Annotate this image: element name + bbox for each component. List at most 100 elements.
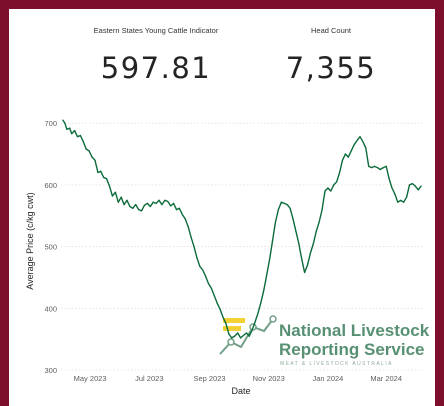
data-point <box>411 183 413 185</box>
data-point <box>330 190 332 192</box>
data-point <box>263 289 265 291</box>
data-point <box>231 337 233 339</box>
data-point <box>289 207 291 209</box>
data-point <box>260 301 262 303</box>
watermark-line2: Reporting Service <box>279 340 425 359</box>
data-point <box>254 321 256 323</box>
data-point <box>114 191 116 193</box>
data-point <box>388 178 390 180</box>
data-point <box>245 332 247 334</box>
data-point <box>71 133 73 135</box>
data-point <box>234 335 236 337</box>
data-point <box>274 221 277 223</box>
data-point <box>155 202 157 204</box>
series-line <box>62 119 422 339</box>
x-tick-label: Sep 2023 <box>193 374 225 383</box>
data-point <box>295 230 297 232</box>
data-point <box>205 275 207 277</box>
data-point <box>414 185 416 187</box>
data-point <box>210 287 213 290</box>
data-point <box>283 202 285 204</box>
data-point <box>379 168 381 171</box>
x-tick-label: Nov 2023 <box>253 374 285 383</box>
data-point <box>207 283 210 285</box>
dashboard-card: Eastern States Young Cattle Indicator 59… <box>9 9 435 406</box>
data-point <box>79 134 81 137</box>
x-tick-label: Jan 2024 <box>312 374 343 383</box>
head-count-label: Head Count <box>310 26 352 35</box>
data-point <box>417 189 419 191</box>
data-point <box>129 205 131 208</box>
data-point <box>135 204 137 206</box>
x-tick-labels: May 2023 Jul 2023 Sep 2023 Nov 2023 Jan 2024… <box>74 374 402 383</box>
data-point <box>324 190 326 192</box>
data-point <box>373 165 376 167</box>
x-tick-label: Mar 2024 <box>370 374 402 383</box>
data-point <box>216 302 218 304</box>
watermark-line1: National Livestock <box>279 321 430 340</box>
data-point <box>62 119 64 121</box>
data-point <box>187 226 189 228</box>
data-point <box>190 236 192 238</box>
data-point <box>318 221 320 223</box>
data-point <box>132 207 134 209</box>
data-point <box>309 252 312 254</box>
data-point <box>347 156 349 158</box>
data-point <box>327 187 329 189</box>
data-point <box>400 199 402 201</box>
data-point <box>170 205 172 207</box>
x-tick-label: May 2023 <box>74 374 107 383</box>
data-point <box>306 264 309 266</box>
logo-node <box>227 338 235 346</box>
x-tick-label: Jul 2023 <box>135 374 163 383</box>
y-tick-label: 500 <box>44 243 57 252</box>
nlrs-logo-icon <box>219 315 277 355</box>
data-point <box>272 239 274 241</box>
gridlines <box>61 122 425 371</box>
data-point <box>376 167 378 169</box>
data-point <box>248 335 250 337</box>
data-point <box>280 201 282 203</box>
data-point <box>97 171 99 174</box>
data-point <box>196 257 198 259</box>
data-point <box>406 196 408 198</box>
data-point <box>161 204 163 206</box>
data-point <box>365 147 367 149</box>
data-point <box>222 316 224 319</box>
watermark-line3: MEAT & LIVESTOCK AUSTRALIA <box>280 361 393 367</box>
data-point <box>149 205 151 208</box>
data-point <box>403 201 405 203</box>
data-point <box>120 196 122 198</box>
y-tick-label: 700 <box>44 119 57 128</box>
data-point <box>167 200 169 203</box>
data-point <box>269 258 271 260</box>
data-point <box>228 333 230 335</box>
data-point <box>321 209 323 211</box>
data-point <box>126 199 128 201</box>
data-point <box>251 329 253 331</box>
data-point <box>394 193 396 195</box>
data-point <box>152 201 154 203</box>
data-point <box>82 141 84 143</box>
data-point <box>108 185 111 187</box>
data-point <box>240 337 242 339</box>
data-point <box>382 167 384 169</box>
data-point <box>141 210 143 212</box>
data-point <box>111 195 113 197</box>
data-point <box>420 185 422 187</box>
logo-node <box>269 315 277 323</box>
data-point <box>184 218 186 220</box>
data-point <box>333 184 335 186</box>
data-point <box>202 269 204 271</box>
data-point <box>219 308 221 311</box>
series-layer <box>62 119 422 339</box>
data-point <box>146 202 148 204</box>
data-point <box>277 209 279 211</box>
data-point <box>158 199 160 201</box>
data-point <box>385 165 387 167</box>
data-point <box>123 204 125 206</box>
data-point <box>286 204 288 206</box>
data-point <box>391 187 393 189</box>
data-point <box>242 334 245 336</box>
data-point <box>298 242 300 245</box>
